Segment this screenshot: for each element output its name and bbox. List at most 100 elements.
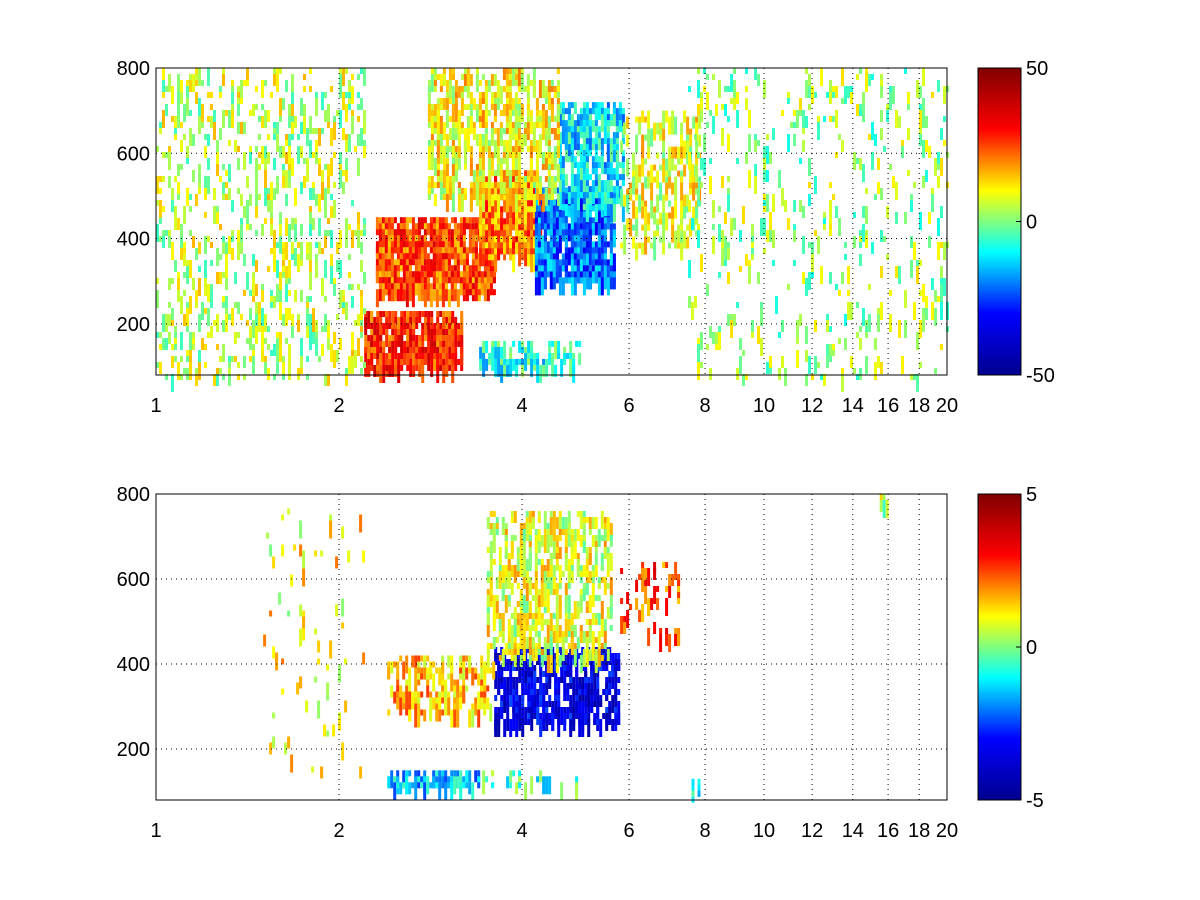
heatmap-cell [635,134,639,153]
heatmap-cell [309,140,312,158]
heatmap-cell [497,689,501,695]
heatmap-cell [570,102,574,109]
heatmap-cell [588,235,592,242]
heatmap-cell [382,365,386,383]
heatmap-cell [321,170,324,188]
heatmap-cell [306,326,309,332]
heatmap-cell [612,235,616,242]
heatmap-cell [853,212,856,218]
heatmap-cell [462,289,466,296]
heatmap-cell [430,359,434,365]
heatmap-cell [438,697,442,716]
heatmap-cell [204,260,207,278]
heatmap-cell [718,236,721,242]
heatmap-cell [471,235,475,254]
heatmap-cell [397,317,401,329]
heatmap-cell [454,134,458,140]
heatmap-cell [724,260,727,266]
heatmap-cell [348,254,351,260]
heatmap-cell [485,776,489,783]
heatmap-cell [171,116,174,122]
heatmap-cell [502,140,506,146]
heatmap-cell [201,122,204,128]
heatmap-cell [680,242,684,261]
heatmap-cell [439,182,443,200]
heatmap-cell [165,338,168,350]
heatmap-cell [228,188,231,200]
heatmap-cell [677,634,681,646]
heatmap-cell [484,134,488,152]
heatmap-cell [555,271,559,284]
heatmap-cell [415,323,419,329]
heatmap-cell [516,547,520,553]
heatmap-cell [510,655,514,661]
heatmap-cell [207,332,210,338]
heatmap-cell [454,170,458,182]
heatmap-cell [483,691,487,698]
heatmap-cell [453,289,457,302]
heatmap-cell [617,713,621,725]
heatmap-cell [240,122,243,134]
heatmap-cell [246,68,249,80]
heatmap-cell [281,658,285,665]
heatmap-cell [261,146,264,164]
heatmap-cell [665,110,669,123]
heatmap-cell [606,265,610,272]
heatmap-cell [871,152,874,170]
heatmap-cell [802,272,805,284]
heatmap-cell [327,338,330,344]
heatmap-cell [327,188,330,194]
heatmap-cell [486,289,490,302]
heatmap-cell [421,359,425,365]
heatmap-cell [291,74,294,92]
heatmap-cell [647,128,651,147]
heatmap-cell [537,607,541,625]
heatmap-cell [360,128,363,146]
heatmap-cell [442,365,446,383]
heatmap-cell [297,242,300,248]
heatmap-cell [886,104,889,110]
heatmap-cell [442,158,446,176]
heatmap-cell [465,271,469,290]
heatmap-cell [417,709,421,728]
heatmap-cell [390,691,394,698]
heatmap-cell [549,199,553,218]
heatmap-cell [279,344,282,362]
heatmap-cell [300,182,303,194]
heatmap-cell [462,235,466,242]
heatmap-cell [712,200,715,218]
heatmap-cell [940,158,943,176]
heatmap-cell [405,685,409,692]
heatmap-cell [566,689,570,695]
heatmap-cell [391,353,395,371]
heatmap-cell [258,152,261,158]
heatmap-cell [742,350,745,356]
heatmap-cell [573,631,577,637]
heatmap-cell [579,108,583,115]
heatmap-cell [482,230,486,237]
heatmap-cell [709,326,712,338]
heatmap-cell [766,170,769,182]
heatmap-cell [546,607,550,613]
heatmap-cell [345,218,348,236]
heatmap-cell [653,622,657,634]
heatmap-cell [477,691,481,710]
heatmap-cell [614,665,618,683]
heatmap-cell [207,158,210,170]
heatmap-cell [195,302,198,308]
heatmap-cell [868,314,871,332]
heatmap-cell [545,671,549,677]
heatmap-cell [454,359,458,365]
heatmap-cell [544,86,548,92]
heatmap-cell [516,601,520,607]
heatmap-cell [799,200,802,212]
heatmap-cell [489,541,493,559]
heatmap-cell [644,568,648,580]
heatmap-cell [521,340,525,347]
heatmap-cell [195,248,198,260]
heatmap-cell [626,218,630,231]
heatmap-cell [276,68,279,74]
heatmap-cell [471,782,475,801]
heatmap-cell [638,242,642,249]
heatmap-cell [429,265,433,278]
